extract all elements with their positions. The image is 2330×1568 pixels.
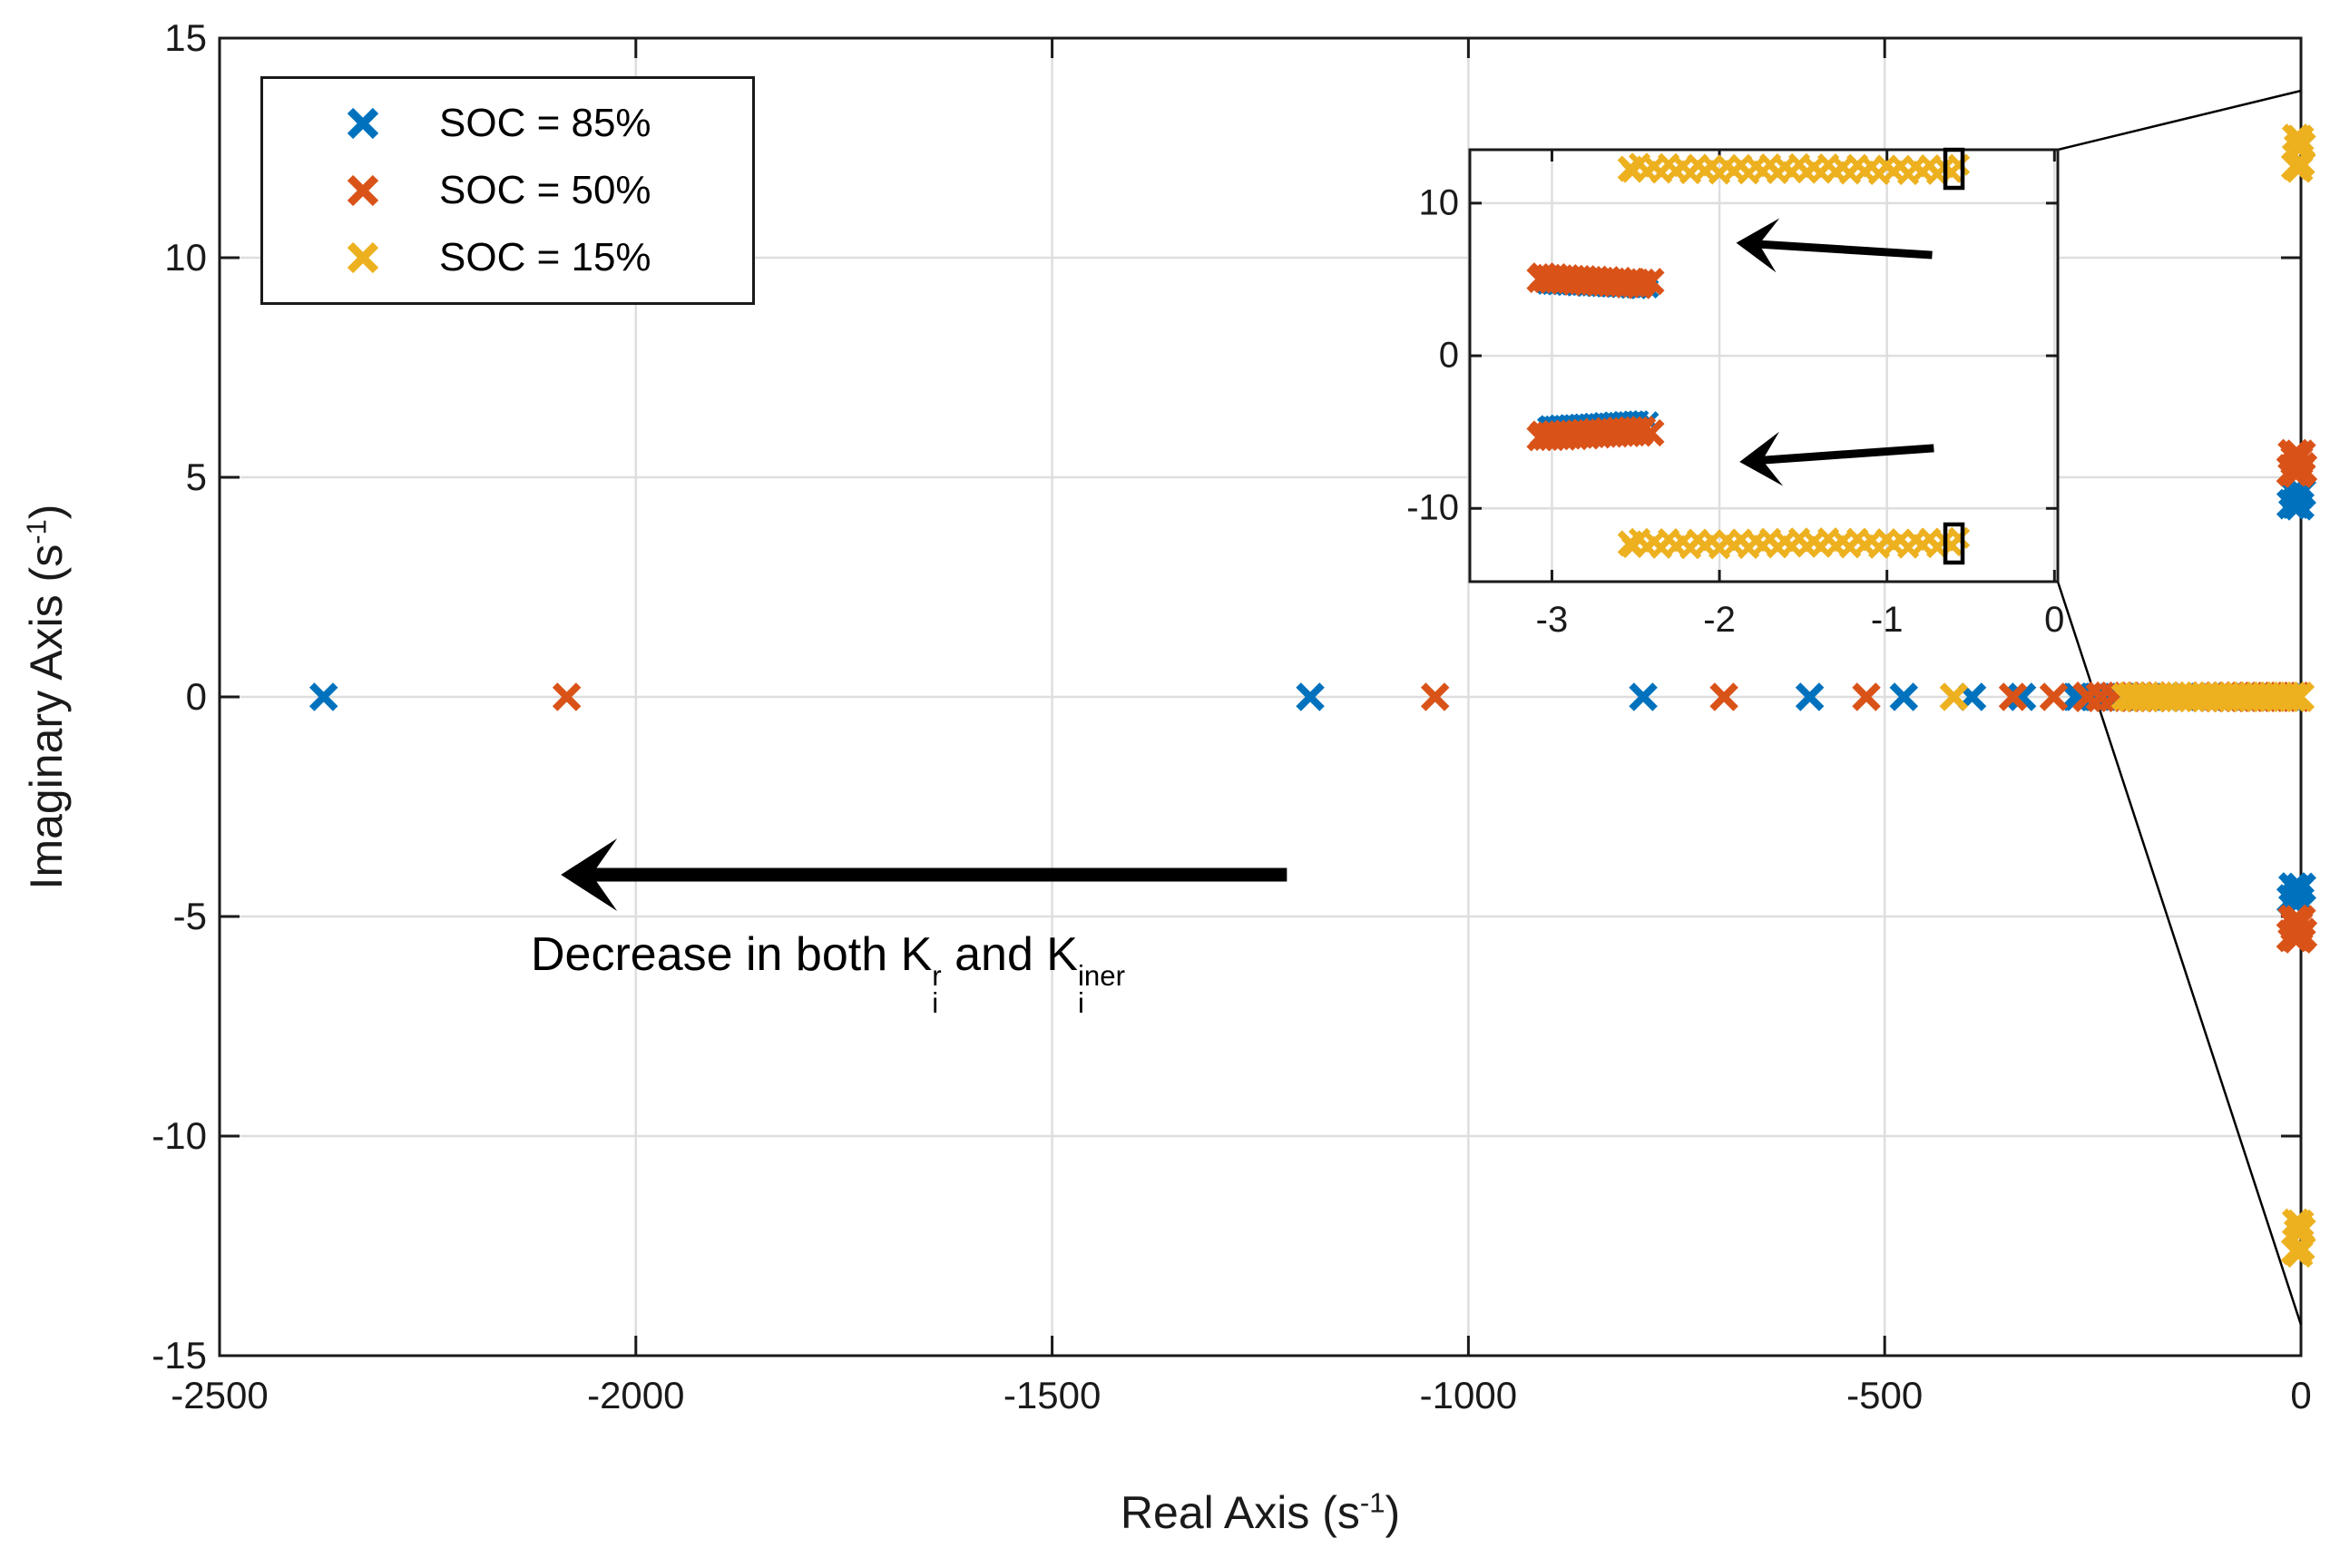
legend: SOC = 85% SOC = 50% SOC = 15% — [260, 76, 755, 305]
inset-y-tick-label: 0 — [1438, 335, 1459, 376]
x-marker — [1617, 530, 1644, 557]
inset-y-tick-label: 10 — [1418, 182, 1460, 223]
x-marker — [1628, 268, 1657, 297]
x-marker — [2276, 681, 2308, 712]
x-marker — [1947, 526, 1971, 550]
x-marker — [308, 682, 338, 711]
x-marker — [2286, 872, 2316, 904]
y-axis-label: Imaginary Axis (s-1) — [20, 504, 72, 890]
x-marker — [2284, 917, 2318, 951]
inset-x-tick-label: -1 — [1870, 600, 1904, 640]
x-tick-label: -1000 — [1419, 1374, 1518, 1416]
legend-item-label: SOC = 50% — [439, 168, 651, 212]
y-tick-label: -5 — [172, 895, 207, 937]
y-tick-label: 0 — [185, 675, 207, 718]
x-marker — [2110, 682, 2140, 711]
x-marker — [1709, 682, 1738, 711]
x-marker — [2284, 452, 2318, 485]
x-marker — [2284, 681, 2315, 712]
inset-series-soc-15 — [1617, 152, 1971, 560]
x-marker — [1852, 682, 1881, 711]
x-marker — [2287, 1216, 2316, 1246]
x-marker — [2286, 124, 2315, 153]
y-tick-label: -15 — [152, 1334, 207, 1377]
x-marker — [1947, 153, 1971, 176]
legend-x-marker-icon — [347, 241, 379, 274]
x-marker — [1998, 682, 2028, 711]
x-marker — [2287, 132, 2316, 161]
x-marker — [1629, 682, 1658, 711]
legend-x-marker-icon — [347, 174, 379, 207]
inset-x-tick-label: -2 — [1703, 600, 1736, 640]
x-tick-label: 0 — [2290, 1374, 2312, 1416]
x-marker — [1296, 682, 1325, 711]
inset-highlight-rect — [1943, 147, 1965, 191]
y-tick-label: 10 — [164, 236, 207, 279]
x-tick-label: -2500 — [171, 1374, 269, 1416]
x-marker — [1420, 682, 1450, 711]
x-marker — [1637, 268, 1665, 296]
inset-connector-line — [2057, 89, 2302, 152]
inset-x-tick-label: -3 — [1535, 600, 1569, 640]
inset-y-tick-label: -10 — [1406, 487, 1459, 528]
x-marker — [1617, 155, 1644, 182]
inset-x-tick-label: 0 — [2044, 600, 2065, 640]
y-tick-label: 15 — [164, 16, 207, 59]
x-marker — [2039, 682, 2069, 711]
x-tick-label: -2000 — [587, 1374, 685, 1416]
legend-item-label: SOC = 85% — [439, 101, 651, 145]
x-tick-label: -500 — [1846, 1374, 1924, 1416]
x-marker — [1637, 418, 1665, 447]
legend-item[interactable]: SOC = 50% — [263, 168, 752, 213]
x-marker — [1939, 682, 1969, 711]
legend-item[interactable]: SOC = 85% — [263, 101, 752, 146]
inset-axes — [1468, 148, 2060, 583]
inset-decrease-arrow — [1739, 431, 1934, 486]
x-marker — [552, 682, 582, 711]
legend-item[interactable]: SOC = 15% — [263, 235, 752, 280]
legend-item-label: SOC = 15% — [439, 235, 651, 279]
inset-decrease-arrow — [1736, 218, 1933, 273]
x-axis-label: Real Axis (s-1) — [1120, 1486, 1401, 1538]
y-tick-label: 5 — [185, 456, 207, 498]
x-marker — [2286, 1209, 2315, 1239]
x-marker — [2007, 682, 2037, 711]
inset-highlight-rect — [1943, 522, 1965, 565]
x-marker — [1889, 682, 1919, 711]
x-marker — [1795, 682, 1825, 711]
x-tick-label: -1500 — [1003, 1374, 1101, 1416]
inset-series-soc-50 — [1526, 262, 1665, 452]
k-gain-sub-sup: iner i — [1078, 960, 1126, 1019]
legend-x-marker-icon — [347, 107, 379, 140]
decrease-arrow — [561, 838, 1287, 912]
main-series-soc-15 — [1939, 123, 2316, 1269]
y-tick-label: -10 — [152, 1114, 207, 1157]
